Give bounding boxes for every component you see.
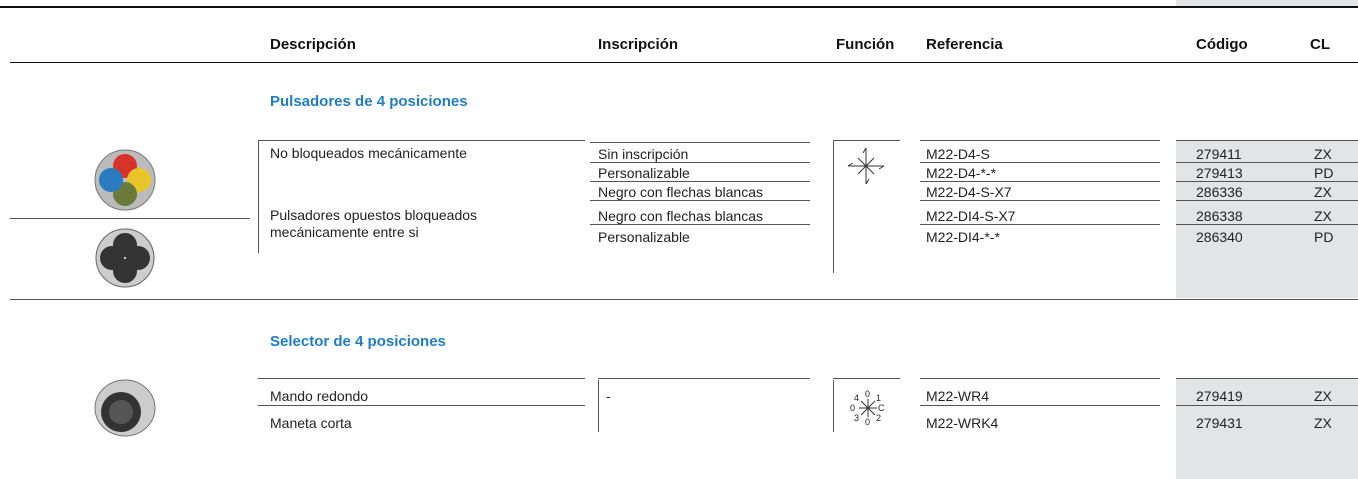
code: 286338 — [1196, 208, 1243, 224]
function-label: 1 — [876, 393, 882, 403]
rule — [833, 140, 900, 141]
rule — [920, 140, 1160, 141]
header-rule — [10, 62, 1358, 63]
cl: ZX — [1314, 146, 1332, 162]
row-rule — [920, 162, 1160, 163]
row-rule — [590, 181, 810, 182]
section-rule — [10, 299, 1358, 300]
column-header: Inscripción — [598, 36, 679, 53]
section-title: Selector de 4 posiciones — [270, 333, 446, 350]
button-black — [95, 228, 155, 288]
function-label: 2 — [876, 413, 882, 423]
rule — [258, 141, 259, 213]
inscription: Personalizable — [598, 165, 690, 181]
row-rule — [590, 224, 810, 225]
row-rule — [1176, 405, 1358, 406]
arrows-symbol — [847, 147, 885, 185]
code: 286336 — [1196, 184, 1243, 200]
row-rule — [258, 405, 585, 406]
cl: PD — [1314, 165, 1334, 181]
rule — [590, 142, 810, 143]
code-shade — [1176, 140, 1358, 298]
row-rule — [920, 224, 1160, 225]
row-rule — [920, 405, 1160, 406]
rule — [833, 380, 834, 432]
code: 279413 — [1196, 165, 1243, 181]
rule — [258, 203, 259, 253]
code-shade — [1176, 0, 1358, 7]
description: Maneta corta — [270, 415, 352, 431]
function-label: C — [878, 403, 885, 413]
reference: M22-DI4-*-* — [926, 229, 1000, 245]
image-rule — [10, 218, 250, 219]
column-header: Código — [1196, 36, 1248, 53]
code: 279411 — [1196, 146, 1242, 162]
cl: PD — [1314, 229, 1334, 245]
row-rule — [590, 162, 810, 163]
function-label: 0 — [865, 417, 871, 427]
row-rule — [1176, 200, 1358, 201]
rule — [833, 378, 900, 379]
inscription: Personalizable — [598, 229, 690, 245]
rule — [258, 378, 585, 379]
description: No bloqueados mecánicamente — [270, 145, 467, 161]
function-label: 3 — [854, 413, 860, 423]
code: 286340 — [1196, 229, 1243, 245]
reference: M22-WRK4 — [926, 415, 999, 431]
selector-knob — [94, 379, 156, 437]
rule — [258, 140, 585, 141]
reference: M22-DI4-S-X7 — [926, 208, 1016, 224]
rule — [598, 378, 810, 379]
inscription: - — [606, 388, 611, 404]
row-rule — [920, 181, 1160, 182]
row-rule — [1176, 224, 1358, 225]
description: Pulsadores opuestos bloqueados mecánicam… — [270, 207, 478, 240]
rule — [1176, 140, 1358, 141]
column-header: Función — [836, 36, 895, 53]
rule — [920, 378, 1160, 379]
top-rule — [0, 6, 1358, 8]
row-rule — [1176, 162, 1358, 163]
inscription: Sin inscripción — [598, 146, 689, 162]
cl: ZX — [1314, 388, 1332, 404]
function-label: 4 — [854, 393, 860, 403]
row-rule — [1176, 181, 1358, 182]
inscription: Negro con flechas blancas — [598, 208, 763, 224]
row-rule — [590, 200, 810, 201]
code: 279419 — [1196, 388, 1243, 404]
column-header: CL — [1310, 36, 1330, 53]
cl: ZX — [1314, 208, 1332, 224]
section-title: Pulsadores de 4 posiciones — [270, 93, 468, 110]
cl: ZX — [1314, 415, 1332, 431]
reference: M22-D4-S-X7 — [926, 184, 1012, 200]
column-header: Referencia — [926, 36, 1003, 53]
rule — [833, 140, 834, 273]
rule — [1176, 378, 1358, 379]
code-shade — [1176, 378, 1358, 479]
reference: M22-D4-*-* — [926, 165, 997, 181]
cl: ZX — [1314, 184, 1332, 200]
star-symbol — [859, 399, 877, 417]
function-label: 0 — [865, 389, 871, 399]
row-rule — [920, 200, 1160, 201]
rule — [598, 380, 599, 432]
column-header: Descripción — [270, 36, 356, 53]
button-colored — [94, 149, 156, 211]
description: Mando redondo — [270, 388, 369, 404]
inscription: Negro con flechas blancas — [598, 184, 763, 200]
function-label: 0 — [850, 403, 856, 413]
reference: M22-D4-S — [926, 146, 990, 162]
code: 279431 — [1196, 415, 1243, 431]
reference: M22-WR4 — [926, 388, 990, 404]
